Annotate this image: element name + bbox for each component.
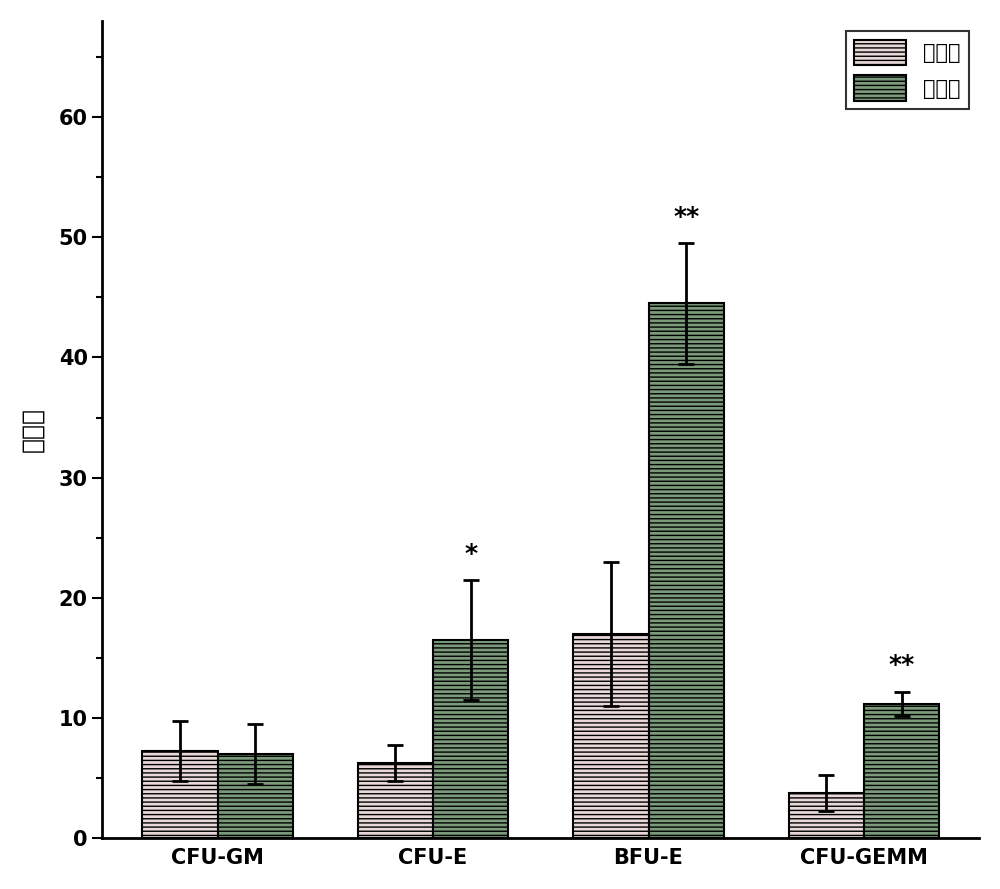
Text: **: ** [673,204,699,228]
Bar [789,793,864,838]
Bar [433,640,508,838]
Bar [864,704,939,838]
Y-axis label: 集落数: 集落数 [21,407,45,453]
Text: *: * [464,541,477,565]
Legend: 对照组, 给药组: 对照组, 给药组 [846,31,969,109]
Text: **: ** [888,653,915,677]
Bar [573,634,649,838]
Bar [358,763,433,838]
Bar [142,750,218,838]
Bar [649,303,724,838]
Bar [218,754,293,838]
